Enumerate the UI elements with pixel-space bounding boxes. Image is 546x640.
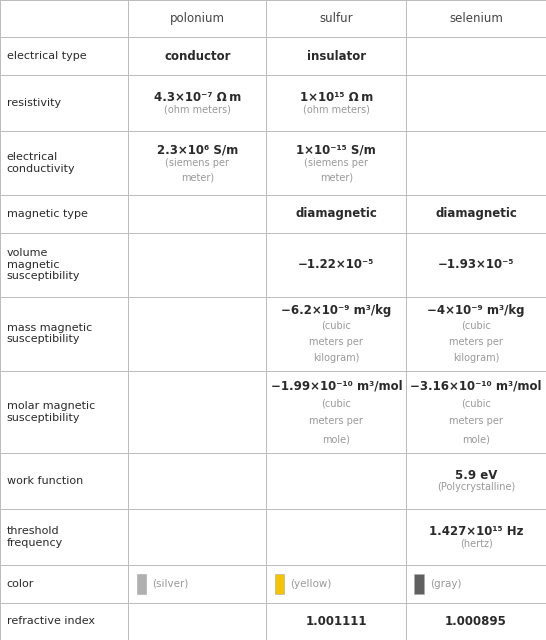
Bar (275, 573, 284, 594)
Text: electrical
conductivity: electrical conductivity (7, 152, 75, 174)
Text: volume
magnetic
susceptibility: volume magnetic susceptibility (7, 248, 80, 281)
Text: −1.93×10⁻⁵: −1.93×10⁻⁵ (438, 258, 514, 271)
Text: work function: work function (7, 476, 83, 486)
Text: threshold
frequency: threshold frequency (7, 526, 63, 548)
Text: 1.427×10¹⁵ Hz: 1.427×10¹⁵ Hz (429, 525, 524, 538)
Text: −3.16×10⁻¹⁰ m³/mol: −3.16×10⁻¹⁰ m³/mol (411, 380, 542, 392)
Text: 1×10¹⁵ Ω m: 1×10¹⁵ Ω m (300, 91, 373, 104)
Text: electrical type: electrical type (7, 51, 86, 61)
Text: mass magnetic
susceptibility: mass magnetic susceptibility (7, 323, 92, 344)
Text: meter): meter) (181, 173, 214, 182)
Text: diamagnetic: diamagnetic (295, 207, 377, 220)
Text: −6.2×10⁻⁹ m³/kg: −6.2×10⁻⁹ m³/kg (281, 304, 391, 317)
Text: color: color (7, 579, 34, 589)
Text: (ohm meters): (ohm meters) (164, 104, 231, 115)
Text: 1.000895: 1.000895 (445, 615, 507, 628)
Text: 1.001111: 1.001111 (306, 615, 367, 628)
Text: molar magnetic
susceptibility: molar magnetic susceptibility (7, 401, 95, 422)
Text: −1.22×10⁻⁵: −1.22×10⁻⁵ (298, 258, 375, 271)
Text: kilogram): kilogram) (453, 353, 499, 364)
Text: 1×10⁻¹⁵ S/m: 1×10⁻¹⁵ S/m (296, 143, 376, 157)
Text: (cubic: (cubic (322, 321, 351, 331)
Text: sulfur: sulfur (319, 12, 353, 25)
Text: diamagnetic: diamagnetic (435, 207, 517, 220)
Text: refractive index: refractive index (7, 616, 94, 627)
Text: −1.99×10⁻¹⁰ m³/mol: −1.99×10⁻¹⁰ m³/mol (270, 380, 402, 392)
Text: conductor: conductor (164, 50, 230, 63)
Text: kilogram): kilogram) (313, 353, 359, 364)
Text: −4×10⁻⁹ m³/kg: −4×10⁻⁹ m³/kg (428, 304, 525, 317)
Bar (136, 573, 146, 594)
Text: (cubic: (cubic (322, 398, 351, 408)
Text: selenium: selenium (449, 12, 503, 25)
Text: meter): meter) (320, 173, 353, 182)
Text: (silver): (silver) (152, 579, 188, 589)
Text: (gray): (gray) (430, 579, 461, 589)
Text: meters per: meters per (310, 337, 363, 347)
Bar (414, 573, 424, 594)
Text: meters per: meters per (449, 416, 503, 426)
Text: 2.3×10⁶ S/m: 2.3×10⁶ S/m (157, 143, 238, 157)
Text: mole): mole) (322, 434, 351, 444)
Text: polonium: polonium (170, 12, 225, 25)
Text: (yellow): (yellow) (290, 579, 331, 589)
Text: mole): mole) (462, 434, 490, 444)
Text: 4.3×10⁻⁷ Ω m: 4.3×10⁻⁷ Ω m (154, 91, 241, 104)
Text: (hertz): (hertz) (460, 538, 492, 548)
Text: resistivity: resistivity (7, 98, 61, 108)
Text: (siemens per: (siemens per (304, 159, 369, 168)
Text: meters per: meters per (449, 337, 503, 347)
Text: (cubic: (cubic (461, 321, 491, 331)
Text: (ohm meters): (ohm meters) (303, 104, 370, 115)
Text: magnetic type: magnetic type (7, 209, 87, 219)
Text: meters per: meters per (310, 416, 363, 426)
Text: (Polycrystalline): (Polycrystalline) (437, 483, 515, 492)
Text: (cubic: (cubic (461, 398, 491, 408)
Text: 5.9 eV: 5.9 eV (455, 469, 497, 482)
Text: (siemens per: (siemens per (165, 159, 229, 168)
Text: insulator: insulator (307, 50, 366, 63)
